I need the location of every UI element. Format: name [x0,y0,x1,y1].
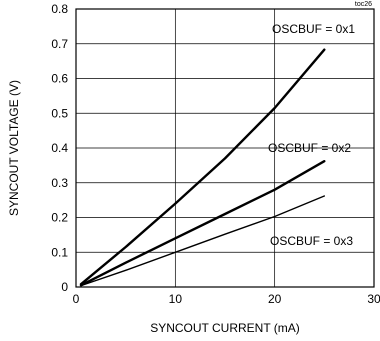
y-tick-labels: 0 0.1 0.2 0.3 0.4 0.5 0.6 0.7 0.8 [51,2,68,294]
y-tick-label: 0.6 [51,72,68,86]
data-series [79,48,326,287]
x-tick-label: 30 [367,292,380,306]
x-tick-labels: 0 10 20 30 [73,292,380,306]
plot-frame [75,8,375,288]
series-label-1: OSCBUF = 0x1 [272,22,355,36]
figure-tag: toc26 [355,1,372,8]
series-label-3: OSCBUF = 0x3 [270,234,353,248]
grid-lines [76,9,374,287]
y-tick-label: 0.7 [51,37,68,51]
series-annotations: OSCBUF = 0x1 OSCBUF = 0x2 OSCBUF = 0x3 [268,22,355,248]
x-tick-label: 10 [169,292,183,306]
series-line-1 [79,48,326,286]
y-tick-label: 0.4 [51,141,68,155]
x-axis-label: SYNCOUT CURRENT (mA) [150,321,300,335]
series-line-2 [79,160,326,287]
y-tick-label: 0.5 [51,106,68,120]
y-tick-label: 0 [61,280,68,294]
y-tick-label: 0.2 [51,211,68,225]
y-axis-label: SYNCOUT VOLTAGE (V) [7,80,21,216]
x-tick-label: 20 [268,292,282,306]
x-tick-label: 0 [73,292,80,306]
y-tick-label: 0.1 [51,245,68,259]
y-tick-label: 0.8 [51,2,68,16]
y-tick-label: 0.3 [51,176,68,190]
series-label-2: OSCBUF = 0x2 [268,141,351,155]
series-line-3 [80,195,325,287]
